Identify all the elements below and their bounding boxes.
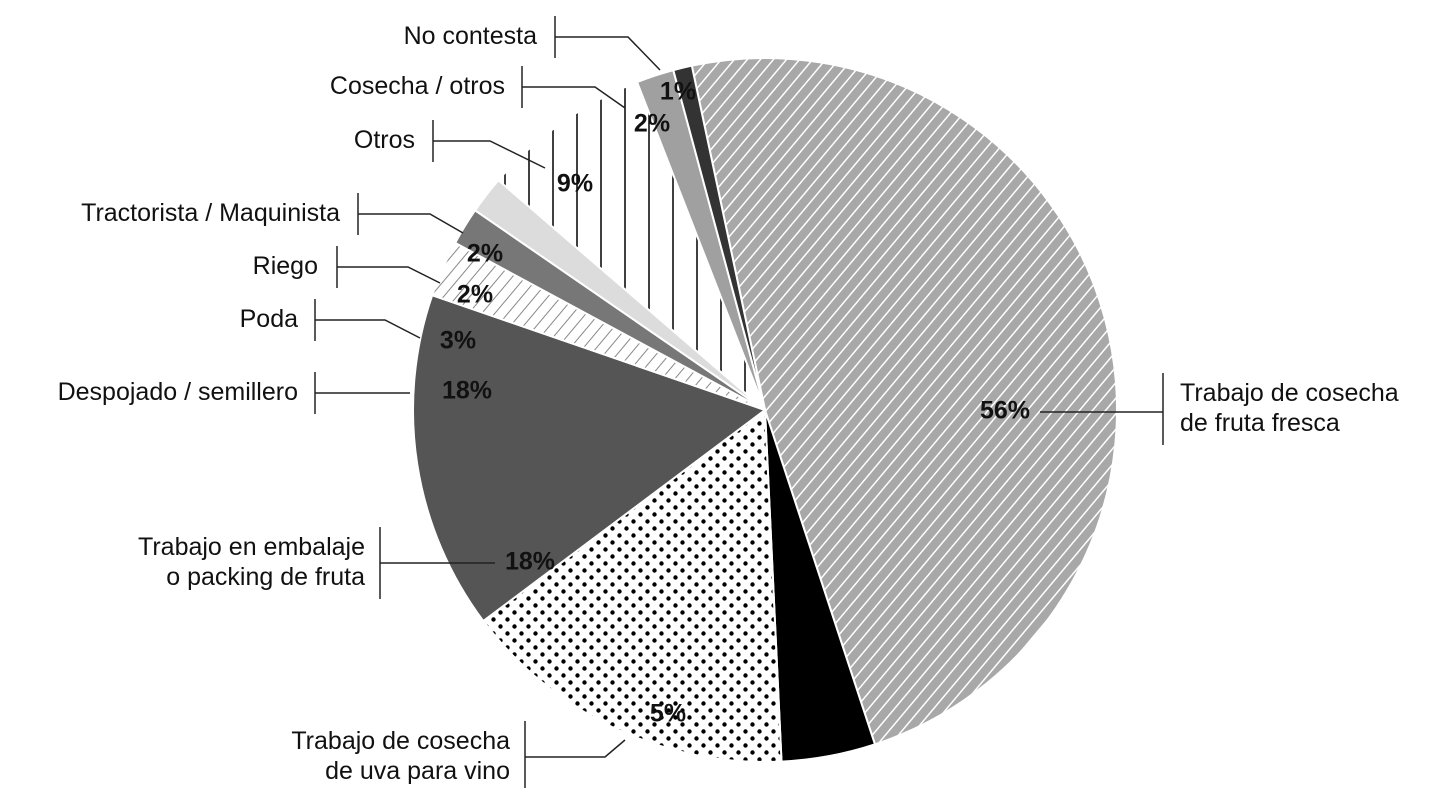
- slice-label: Trabajo de cosecha de uva para vino: [291, 727, 510, 785]
- pie-slice: [481, 408, 783, 763]
- leader-line: [522, 86, 626, 109]
- value-label: 9%: [557, 170, 593, 198]
- value-label: 56%: [980, 397, 1030, 425]
- slice-label: Trabajo en embalaje o packing de fruta: [138, 533, 365, 591]
- pie-slice: [690, 57, 1118, 746]
- slice-label: Tractorista / Maquinista: [81, 199, 340, 227]
- leader-line: [433, 140, 546, 169]
- slice-label: Cosecha / otros: [330, 72, 505, 100]
- value-label: 5%: [650, 700, 686, 728]
- value-label: 2%: [467, 240, 503, 268]
- value-label: 2%: [634, 110, 670, 138]
- slice-label: Despojado / semillero: [58, 378, 298, 406]
- leader-line: [555, 36, 661, 71]
- leader-line: [315, 319, 421, 339]
- value-label: 18%: [505, 548, 555, 576]
- pie-slice: [412, 293, 768, 623]
- leader-line: [337, 266, 441, 284]
- leader-line: [358, 213, 464, 234]
- slice-label: Otros: [354, 126, 415, 154]
- pie-slice: [496, 80, 766, 411]
- slice-label: Trabajo de cosecha de fruta fresca: [1180, 379, 1399, 437]
- slice-label: Poda: [240, 305, 298, 333]
- value-label: 2%: [457, 281, 493, 309]
- leader-line: [525, 739, 626, 758]
- pie-slice: [672, 64, 766, 411]
- slice-label: Riego: [253, 252, 318, 280]
- value-label: 18%: [442, 377, 492, 405]
- value-label: 1%: [660, 78, 696, 106]
- value-label: 3%: [440, 327, 476, 355]
- slice-label: No contesta: [404, 22, 538, 50]
